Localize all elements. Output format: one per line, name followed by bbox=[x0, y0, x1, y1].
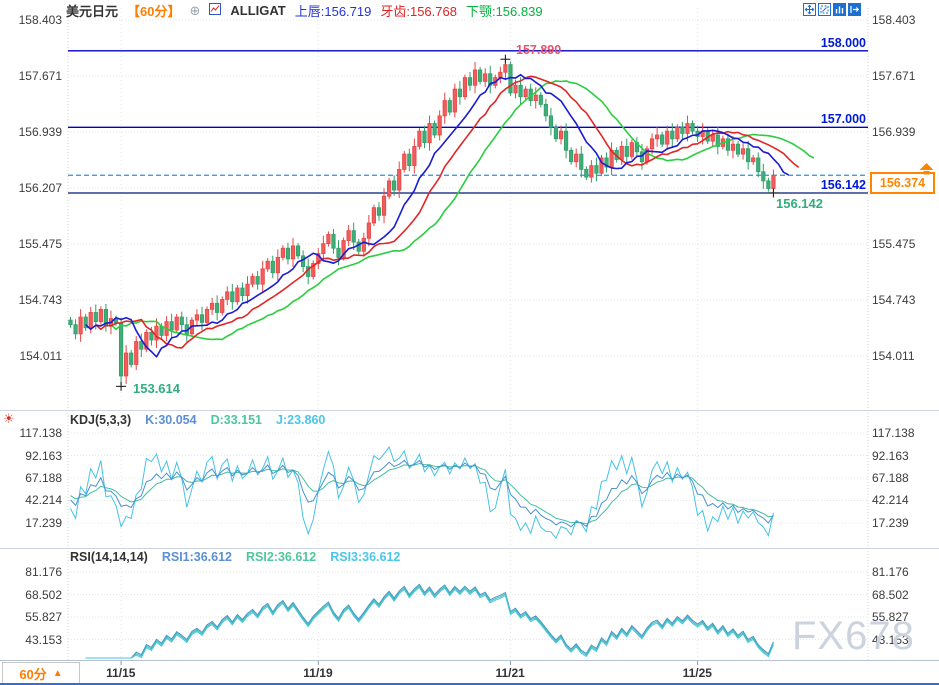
date-label: 11/21 bbox=[495, 666, 525, 680]
kdj-axis-right-label: 117.138 bbox=[872, 426, 915, 440]
kdj-axis-left-label: 117.138 bbox=[19, 426, 63, 440]
alligator-jaw-value: 下颚:156.839 bbox=[465, 4, 543, 19]
add-indicator-icon[interactable]: ⊕ bbox=[189, 2, 201, 18]
period-button-arrow-icon: ▲ bbox=[52, 667, 63, 679]
support-line-label-green: 156.142 bbox=[776, 196, 823, 211]
kdj-d-value: D:33.151 bbox=[210, 413, 263, 427]
watermark: FX678 bbox=[792, 614, 915, 658]
rsi3-value: RSI3:36.612 bbox=[330, 550, 401, 564]
date-label: 11/25 bbox=[682, 666, 712, 680]
main-axis-right-label: 158.403 bbox=[872, 13, 916, 27]
main-axis-left-label: 154.743 bbox=[18, 293, 62, 307]
indicator-name[interactable]: ALLIGAT bbox=[230, 3, 286, 18]
main-axis-right-label: 154.743 bbox=[872, 293, 916, 307]
rsi-axis-right-label: 81.176 bbox=[872, 565, 909, 579]
main-axis-right-label: 157.671 bbox=[872, 69, 916, 83]
rsi-axis-left-label: 81.176 bbox=[25, 565, 62, 579]
rsi-axis-left-label: 55.827 bbox=[25, 610, 62, 624]
settings-icon[interactable]: ☀ bbox=[3, 411, 15, 426]
main-axis-left-label: 158.403 bbox=[18, 13, 62, 27]
main-axis-right-label: 156.939 bbox=[872, 125, 916, 139]
alligator-teeth-value: 牙齿:156.768 bbox=[380, 4, 457, 19]
kdj-axis-right-label: 92.163 bbox=[872, 448, 909, 463]
main-axis-left-label: 156.207 bbox=[18, 181, 62, 195]
exit-icon[interactable] bbox=[848, 3, 861, 16]
kdj-axis-right-label: 67.188 bbox=[872, 471, 909, 485]
main-axis-left-label: 157.671 bbox=[18, 69, 62, 83]
rsi-axis-right-label: 55.827 bbox=[872, 610, 909, 624]
rsi-axis-left-label: 68.502 bbox=[25, 587, 62, 602]
period-label[interactable]: 【60分】 bbox=[127, 4, 181, 19]
kdj-axis-right-label: 42.214 bbox=[872, 493, 909, 508]
low-point-label: 153.614 bbox=[133, 381, 180, 396]
alligator-lines bbox=[85, 73, 815, 358]
kdj-j-value: J:23.860 bbox=[276, 413, 326, 427]
rsi-axis-right-label: 68.502 bbox=[872, 587, 909, 602]
current-price-box: 156.374 bbox=[870, 172, 935, 194]
scroll-to-latest-icon[interactable] bbox=[918, 163, 935, 175]
rsi-header: RSI(14,14,14) RSI1:36.612 RSI2:36.612 RS… bbox=[70, 550, 400, 564]
rsi-axis-left-label: 43.153 bbox=[25, 632, 62, 647]
kdj-axis-left-label: 67.188 bbox=[25, 471, 62, 485]
kdj-axis-left-label: 92.163 bbox=[25, 448, 62, 463]
chart-header: 美元日元 【60分】 ⊕ ALLIGAT 上唇:156.719 牙齿:156.7… bbox=[66, 1, 543, 20]
main-axis-right-label: 154.011 bbox=[872, 349, 915, 363]
alligator-lips-value: 上唇:156.719 bbox=[294, 4, 372, 19]
rsi1-value: RSI1:36.612 bbox=[161, 550, 233, 564]
high-point-label: 157.890 bbox=[516, 43, 562, 57]
main-axis-left-label: 154.011 bbox=[19, 349, 63, 363]
date-label: 11/15 bbox=[106, 666, 136, 680]
ref-line-label-158: 158.000 bbox=[820, 36, 866, 50]
reference-lines bbox=[68, 50, 868, 194]
rsi-lines bbox=[85, 583, 774, 659]
period-selector-button[interactable]: 60分 ▲ bbox=[2, 662, 80, 684]
main-axis-left-label: 156.939 bbox=[18, 125, 62, 139]
rsi-title[interactable]: RSI(14,14,14) bbox=[70, 550, 148, 564]
kdj-title[interactable]: KDJ(5,3,3) bbox=[70, 413, 132, 427]
price-markers bbox=[116, 54, 779, 391]
rsi-axis-right-label: 43.153 bbox=[872, 632, 909, 647]
pan-icon[interactable] bbox=[803, 3, 816, 16]
support-line-label-blue: 156.142 bbox=[820, 178, 866, 192]
main-axis-right-label: 155.475 bbox=[872, 237, 916, 251]
date-label: 11/19 bbox=[303, 666, 333, 680]
kdj-axis-left-label: 17.239 bbox=[25, 515, 62, 530]
period-button-label: 60分 bbox=[19, 666, 47, 682]
kdj-header: KDJ(5,3,3) K:30.054 D:33.151 J:23.860 bbox=[70, 413, 325, 427]
kdj-axis-right-label: 17.239 bbox=[872, 515, 909, 530]
rsi2-value: RSI2:36.612 bbox=[246, 550, 317, 564]
symbol-title: 美元日元 bbox=[66, 4, 119, 19]
ref-line-label-157: 157.000 bbox=[820, 112, 866, 126]
chart-toolbar bbox=[803, 3, 861, 16]
bottom-edge-accent bbox=[0, 683, 939, 685]
zoom-bars-icon[interactable] bbox=[833, 3, 846, 16]
kdj-axis-left-label: 42.214 bbox=[25, 493, 62, 508]
kdj-lines bbox=[70, 445, 774, 540]
zoom-area-icon[interactable] bbox=[818, 3, 831, 16]
alligator-chart-icon bbox=[209, 3, 222, 18]
kdj-k-value: K:30.054 bbox=[145, 413, 197, 427]
main-axis-left-label: 155.475 bbox=[18, 237, 62, 251]
